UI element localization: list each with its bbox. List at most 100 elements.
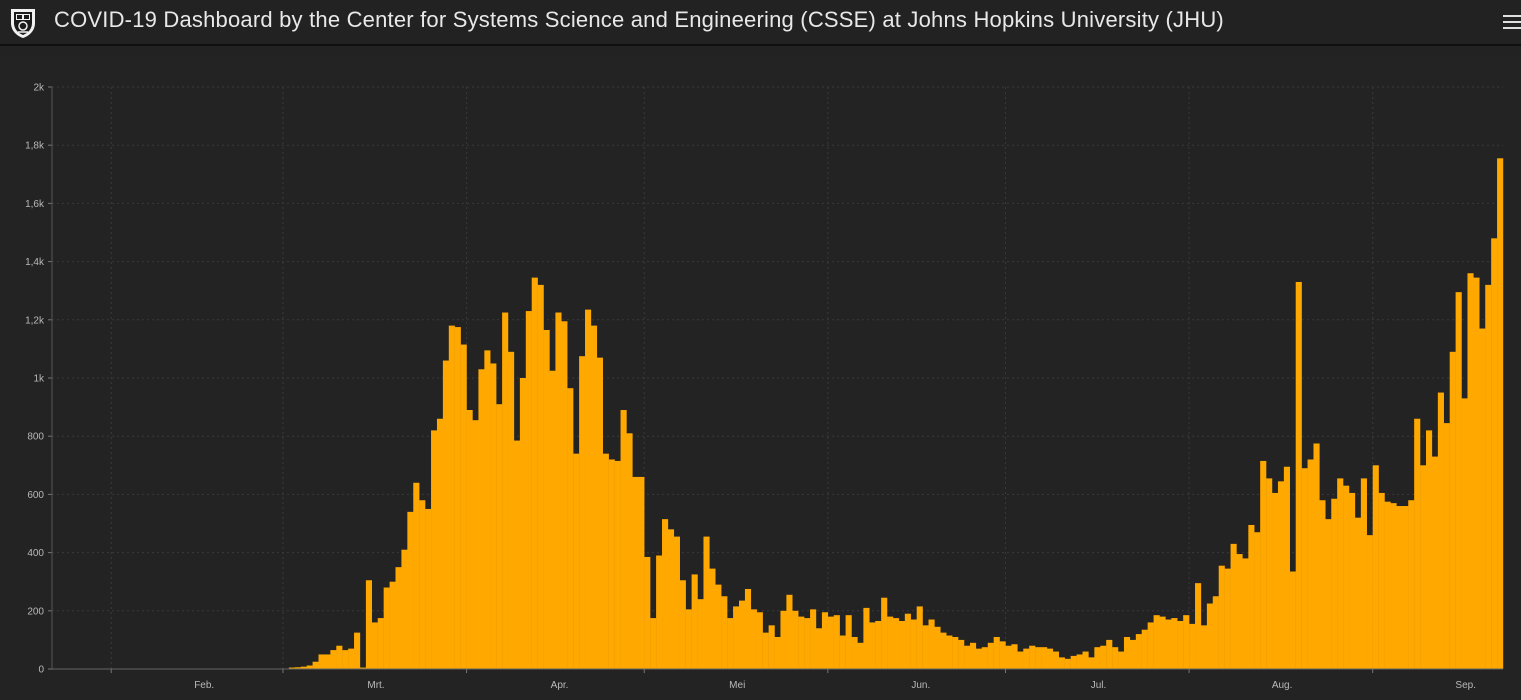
chart-bar[interactable] — [685, 609, 692, 669]
chart-bar[interactable] — [1277, 481, 1285, 669]
chart-bar[interactable] — [833, 615, 840, 669]
chart-bar[interactable] — [1372, 465, 1379, 669]
chart-bar[interactable] — [892, 618, 900, 669]
chart-bar[interactable] — [910, 619, 917, 669]
chart-bar[interactable] — [697, 599, 704, 669]
chart-bar[interactable] — [1289, 571, 1296, 669]
chart-bar[interactable] — [981, 647, 988, 669]
chart-bar[interactable] — [958, 639, 965, 669]
chart-bar[interactable] — [395, 567, 402, 669]
chart-bar[interactable] — [1254, 532, 1261, 669]
chart-bar[interactable] — [543, 329, 550, 669]
chart-bar[interactable] — [419, 500, 426, 669]
chart-bar[interactable] — [1420, 465, 1427, 669]
chart-bar[interactable] — [1431, 456, 1439, 669]
chart-bar[interactable] — [1485, 284, 1492, 669]
chart-bar[interactable] — [1384, 501, 1391, 669]
chart-bar[interactable] — [1046, 648, 1054, 669]
chart-bar[interactable] — [365, 580, 373, 669]
chart-bar[interactable] — [1408, 500, 1415, 669]
chart-bar[interactable] — [531, 277, 538, 669]
chart-bar[interactable] — [744, 588, 752, 669]
chart-bar[interactable] — [691, 574, 698, 669]
chart-bar[interactable] — [484, 350, 491, 669]
chart-bar[interactable] — [1473, 277, 1480, 669]
chart-bar[interactable] — [1224, 568, 1231, 669]
chart-bar[interactable] — [999, 641, 1006, 669]
chart-bar[interactable] — [1319, 500, 1326, 669]
chart-bar[interactable] — [821, 612, 829, 669]
chart-bar[interactable] — [993, 636, 1000, 669]
chart-bar[interactable] — [1195, 583, 1202, 669]
chart-bar[interactable] — [650, 618, 657, 669]
chart-bar[interactable] — [1426, 430, 1433, 669]
chart-bar[interactable] — [827, 616, 834, 669]
chart-bar[interactable] — [537, 284, 544, 669]
chart-bar[interactable] — [555, 312, 562, 669]
chart-bar[interactable] — [1396, 506, 1403, 669]
chart-bar[interactable] — [389, 581, 396, 669]
chart-bar[interactable] — [673, 536, 680, 669]
chart-bar[interactable] — [739, 600, 746, 669]
chart-bar[interactable] — [1058, 657, 1065, 669]
chart-bar[interactable] — [359, 667, 367, 669]
chart-bar[interactable] — [1467, 273, 1474, 669]
chart-bar[interactable] — [513, 440, 521, 669]
chart-bar[interactable] — [887, 616, 894, 669]
chart-bar[interactable] — [342, 650, 349, 669]
chart-bar[interactable] — [656, 555, 663, 669]
chart-bar[interactable] — [904, 613, 911, 669]
hamburger-menu-icon[interactable] — [1503, 12, 1521, 32]
chart-bar[interactable] — [869, 622, 876, 669]
chart-bar[interactable] — [1023, 648, 1030, 669]
chart-bar[interactable] — [336, 645, 343, 669]
chart-bar[interactable] — [1177, 620, 1184, 669]
chart-bar[interactable] — [608, 459, 615, 669]
chart-bar[interactable] — [1135, 634, 1142, 669]
chart-bar[interactable] — [1283, 466, 1290, 669]
chart-bar[interactable] — [667, 529, 675, 669]
chart-bar[interactable] — [585, 309, 592, 669]
chart-bar[interactable] — [1497, 158, 1504, 670]
chart-bar[interactable] — [804, 618, 811, 669]
chart-bar[interactable] — [845, 615, 852, 669]
chart-bar[interactable] — [1331, 498, 1338, 669]
chart-bar[interactable] — [294, 667, 301, 669]
chart-bar[interactable] — [1011, 644, 1018, 669]
chart-bar[interactable] — [863, 607, 870, 669]
chart-bar[interactable] — [1035, 647, 1042, 669]
chart-bar[interactable] — [354, 632, 361, 670]
chart-bar[interactable] — [407, 511, 414, 669]
chart-bar[interactable] — [1402, 506, 1409, 669]
chart-bar[interactable] — [1325, 519, 1332, 669]
chart-bar[interactable] — [1206, 603, 1213, 669]
chart-bar[interactable] — [1242, 558, 1249, 669]
chart-bar[interactable] — [306, 665, 313, 669]
chart-bar[interactable] — [839, 635, 846, 669]
chart-bar[interactable] — [312, 661, 319, 669]
chart-bar[interactable] — [1307, 459, 1314, 669]
chart-bar[interactable] — [442, 360, 449, 669]
chart-bar[interactable] — [401, 549, 408, 669]
chart-bar[interactable] — [969, 642, 977, 669]
chart-bar[interactable] — [762, 632, 769, 670]
chart-bar[interactable] — [1218, 565, 1225, 669]
chart-bar[interactable] — [632, 476, 639, 669]
chart-bar[interactable] — [472, 420, 479, 669]
chart-bar[interactable] — [715, 584, 722, 669]
chart-bar[interactable] — [590, 325, 598, 669]
chart-bar[interactable] — [502, 312, 509, 669]
chart-bar[interactable] — [1052, 651, 1060, 669]
chart-bar[interactable] — [928, 619, 935, 669]
chart-bar[interactable] — [1165, 619, 1172, 669]
chart-bar[interactable] — [561, 321, 568, 669]
chart-bar[interactable] — [733, 606, 740, 669]
chart-bar[interactable] — [1076, 654, 1083, 669]
chart-bar[interactable] — [721, 596, 728, 669]
chart-bar[interactable] — [964, 645, 971, 669]
chart-bar[interactable] — [1390, 503, 1397, 669]
chart-bar[interactable] — [1171, 618, 1178, 669]
chart-bar[interactable] — [916, 606, 923, 669]
chart-bar[interactable] — [922, 625, 929, 669]
chart-bar[interactable] — [644, 556, 651, 669]
